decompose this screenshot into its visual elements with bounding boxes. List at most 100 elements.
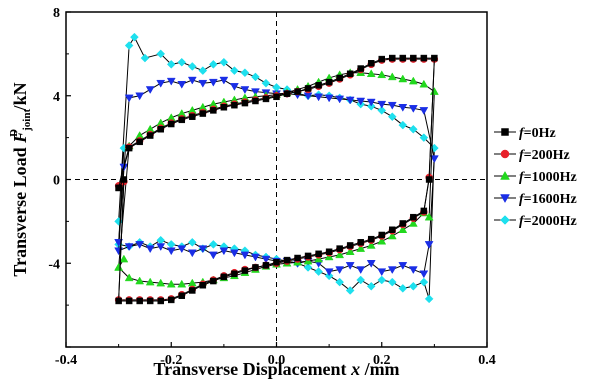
data-point [146,297,154,305]
data-point [431,54,438,62]
data-point [177,245,187,254]
data-point [325,248,333,255]
data-point [135,241,145,249]
data-point [424,212,434,221]
data-point [377,275,387,285]
data-point [387,72,397,81]
data-point [199,281,207,289]
data-point [240,251,250,260]
data-point [408,218,418,227]
x-axis-title-var: x [350,359,360,379]
data-point [345,286,355,295]
data-point [346,242,354,249]
data-point [178,116,186,124]
data-point [283,90,291,97]
data-point [178,292,186,299]
data-point [120,176,128,183]
data-point [366,260,376,268]
legend-text: =1600Hz [524,192,577,207]
y-tick-label: 4 [53,90,60,105]
data-point [419,133,429,142]
data-point [124,273,134,282]
data-point [146,132,154,139]
data-point [335,277,345,287]
data-point [220,273,228,281]
x-tick-label: 0.4 [478,353,496,368]
data-point [119,254,129,263]
y-tick-label: 8 [53,6,60,21]
data-point [357,65,364,72]
data-point [315,250,322,258]
data-point [367,235,375,243]
data-point [335,266,345,275]
data-point [345,262,355,270]
data-point [125,297,133,305]
legend-text: =2000Hz [524,214,577,229]
data-point [177,279,187,288]
legend-marker [501,128,509,136]
data-point [130,32,139,42]
data-point [187,249,197,258]
data-point [408,105,418,113]
x-tick-label: -0.2 [160,353,182,368]
y-axis-title: Transverse Load FjointD /kN [8,82,33,276]
data-point [261,255,271,264]
x-axis-title: Transverse Displacement x /mm [153,359,399,379]
data-point [366,240,376,249]
data-point [208,251,218,260]
data-point [408,124,418,134]
data-point [366,69,376,78]
data-point [241,267,249,274]
data-point [220,104,228,111]
x-tick-label: 0.0 [268,353,286,368]
data-point [124,243,134,252]
data-point [283,256,291,264]
data-point [240,68,250,78]
legend-item: f=0Hz [494,126,556,141]
data-point [324,268,334,277]
data-point [135,276,145,285]
series-layer [114,32,439,305]
data-point [399,220,407,227]
data-point [231,101,238,109]
data-point [387,266,397,275]
legend-item: f=1000Hz [494,170,577,185]
data-point [230,66,239,75]
data-point [387,277,397,287]
data-point [156,49,166,59]
data-point [210,277,217,285]
legend-marker [500,194,510,204]
data-point [398,262,408,270]
legend-var: f [519,170,525,185]
data-point [199,110,207,117]
data-point [187,237,197,247]
data-point [389,226,396,233]
data-point [156,243,166,252]
legend-label: f=0Hz [519,126,556,141]
data-point [198,66,208,75]
data-point [294,88,301,95]
data-point [335,95,345,104]
data-point [314,267,323,276]
data-point [136,297,143,305]
data-point [157,297,164,305]
data-point [156,235,166,245]
data-point [136,138,143,146]
legend-var: f [519,148,525,163]
data-point [398,225,408,233]
x-axis-title-main: Transverse Displacement [153,359,351,379]
data-point [324,94,334,103]
data-point [377,268,387,277]
data-point [251,88,260,97]
data-point [166,247,176,256]
data-point [419,270,429,279]
data-point [389,54,396,62]
data-point [124,41,134,50]
data-point [198,245,208,254]
data-point [314,93,324,102]
data-point [166,279,176,288]
data-point [366,281,376,291]
data-point [114,262,124,271]
data-point [419,107,429,115]
